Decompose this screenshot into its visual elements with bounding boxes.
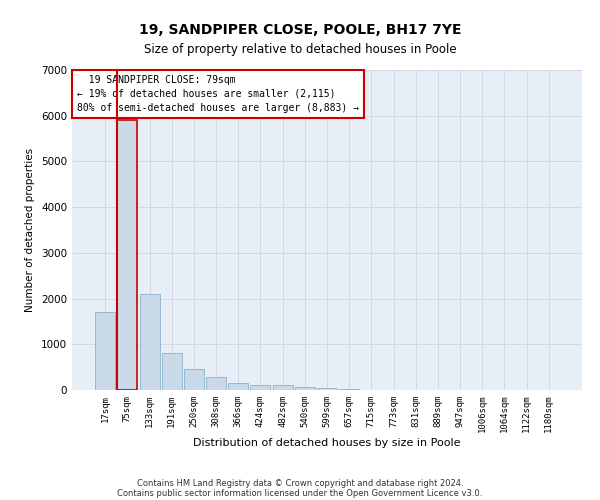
- Bar: [206, 377, 226, 390]
- X-axis label: Distribution of detached houses by size in Poole: Distribution of detached houses by size …: [193, 438, 461, 448]
- Bar: [272, 385, 293, 390]
- Bar: [228, 383, 248, 390]
- Text: Contains public sector information licensed under the Open Government Licence v3: Contains public sector information licen…: [118, 488, 482, 498]
- Text: Size of property relative to detached houses in Poole: Size of property relative to detached ho…: [143, 42, 457, 56]
- Text: 19, SANDPIPER CLOSE, POOLE, BH17 7YE: 19, SANDPIPER CLOSE, POOLE, BH17 7YE: [139, 22, 461, 36]
- Bar: [295, 388, 315, 390]
- Text: 19 SANDPIPER CLOSE: 79sqm
← 19% of detached houses are smaller (2,115)
80% of se: 19 SANDPIPER CLOSE: 79sqm ← 19% of detac…: [77, 75, 359, 113]
- Bar: [118, 120, 137, 390]
- Bar: [140, 294, 160, 390]
- Bar: [184, 368, 204, 390]
- Bar: [250, 386, 271, 390]
- Bar: [162, 354, 182, 390]
- Text: Contains HM Land Registry data © Crown copyright and database right 2024.: Contains HM Land Registry data © Crown c…: [137, 478, 463, 488]
- Bar: [317, 388, 337, 390]
- Y-axis label: Number of detached properties: Number of detached properties: [25, 148, 35, 312]
- Bar: [95, 312, 115, 390]
